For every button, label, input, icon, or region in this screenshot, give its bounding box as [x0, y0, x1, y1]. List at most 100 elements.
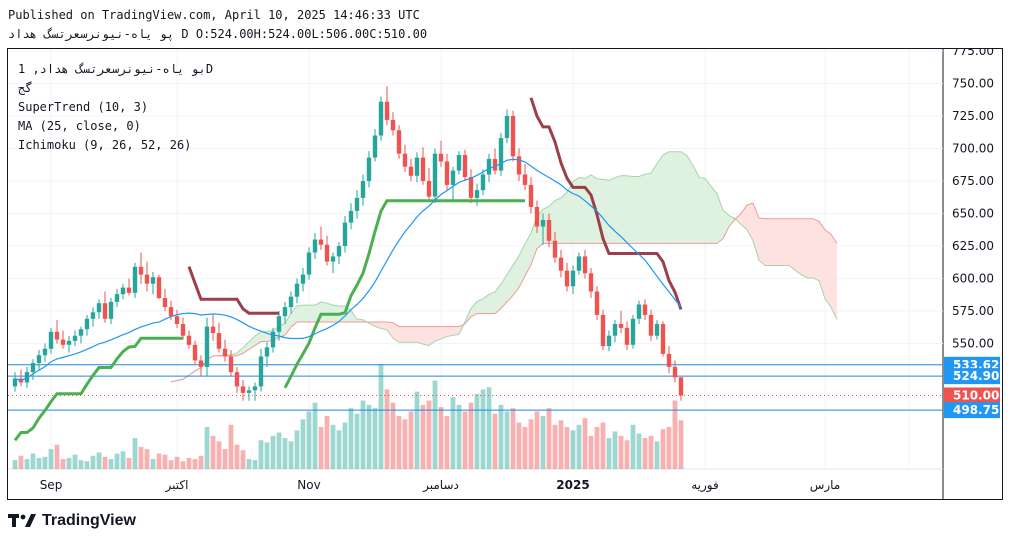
supertrend-segment	[13, 336, 183, 442]
volume-bar	[504, 411, 510, 469]
cloud-segment	[651, 163, 657, 244]
candle-body	[642, 304, 648, 315]
volume-bar	[360, 400, 366, 469]
ma-line	[14, 158, 682, 382]
ohlc-close: C:510.00	[369, 27, 428, 41]
candle-body	[678, 377, 684, 396]
candle-body	[534, 207, 540, 227]
candle-body	[468, 177, 474, 198]
candle-body	[648, 314, 654, 336]
candle-body	[60, 339, 66, 345]
candle-body	[486, 158, 492, 175]
volume-bar	[678, 420, 684, 469]
cloud-segment	[795, 218, 801, 275]
price-label-text: 524.90	[953, 369, 999, 383]
candle-body	[492, 158, 498, 171]
volume-bar	[372, 408, 378, 469]
legend-ma[interactable]: MA (25, close, 0)	[18, 119, 141, 133]
candle-body	[168, 307, 174, 317]
cloud-segment	[381, 322, 387, 330]
tradingview-logo[interactable]: TradingView	[8, 512, 136, 530]
volume-bar	[426, 400, 432, 469]
time-tick-label: Sep	[40, 478, 63, 492]
cloud-segment	[783, 218, 789, 266]
volume-bar	[24, 459, 30, 469]
cloud-segment	[687, 155, 693, 244]
chart-grid	[8, 49, 944, 499]
cloud-segment	[411, 326, 417, 343]
cloud-segment	[633, 176, 639, 244]
volume-bar	[612, 431, 618, 469]
chart-legend: بو یاه-نیونرسعرتسگ هداد, 1D گج SuperTren…	[18, 62, 213, 152]
candle-body	[198, 360, 204, 367]
volume-bar	[540, 415, 546, 469]
candle-body	[372, 135, 378, 158]
candle-body	[564, 270, 570, 287]
candle-body	[108, 301, 114, 319]
time-tick-label: فوریه	[691, 478, 719, 493]
candle-body	[210, 326, 216, 334]
candle-body	[204, 326, 210, 367]
candle-body	[606, 335, 612, 347]
chart-panel[interactable]: 775.00 750.00 725.00 700.00 675.00 650.00 625.…	[7, 48, 1003, 500]
time-axis[interactable]: Sep اکتبر Nov دسامبر 2025 فوریه مارس	[40, 478, 841, 493]
volume-bar	[174, 456, 180, 469]
candle-body	[546, 220, 552, 241]
cloud-segment	[759, 218, 765, 266]
volume-bar	[240, 450, 246, 469]
senkou-span-a	[170, 151, 838, 383]
cloud-segment	[753, 203, 759, 261]
price-axis[interactable]: 775.00 750.00 725.00 700.00 675.00 650.00 625.…	[944, 49, 1000, 419]
volume-bar	[516, 422, 522, 469]
ohlc-open: O:524.00	[195, 27, 254, 41]
candle-body	[618, 324, 624, 328]
candle-body	[390, 119, 396, 131]
candle-body	[624, 327, 630, 345]
volume-bar	[66, 457, 72, 469]
cloud-segment	[513, 255, 519, 296]
price-label-text: 510.00	[953, 389, 999, 403]
volume-bar	[276, 432, 282, 469]
candle-body	[612, 324, 618, 336]
candle-body	[552, 240, 558, 258]
candle-body	[396, 130, 402, 154]
price-tick-label: 650.00	[952, 207, 994, 221]
candle-body	[174, 316, 180, 324]
candle-body	[456, 155, 462, 171]
candle-body	[84, 318, 90, 330]
volume-bar	[570, 430, 576, 469]
candle-body	[252, 386, 258, 391]
volume-bar	[330, 424, 336, 469]
candle-body	[138, 266, 144, 275]
cloud-segment	[525, 233, 531, 276]
candle-body	[102, 303, 108, 319]
volume-bar	[384, 389, 390, 469]
time-tick-label: 2025	[556, 478, 589, 492]
volume-bar	[72, 454, 78, 469]
volume-bar	[162, 454, 168, 469]
candle-body	[582, 256, 588, 274]
volume-bar	[78, 460, 84, 469]
volume-bar	[396, 415, 402, 469]
volume-bar	[480, 389, 486, 469]
cloud-segment	[711, 186, 717, 244]
cloud-segment	[819, 221, 825, 299]
volume-bar	[366, 404, 372, 469]
legend-supertrend[interactable]: SuperTrend (10, 3)	[18, 100, 148, 114]
cloud-segment	[519, 244, 525, 288]
volume-bar	[438, 407, 444, 469]
volume-bar	[306, 411, 312, 469]
cloud-segment	[615, 175, 621, 244]
price-label-text: 498.75	[953, 403, 999, 417]
price-chart[interactable]: 775.00 750.00 725.00 700.00 675.00 650.00 625.…	[8, 49, 1002, 499]
candle-body	[378, 101, 384, 136]
cloud-segment	[699, 177, 705, 244]
volume-bar	[552, 424, 558, 469]
candlesticks	[12, 86, 684, 401]
candle-body	[48, 331, 54, 349]
ichimoku-cloud	[170, 151, 838, 383]
cloud-segment	[579, 177, 585, 244]
legend-ichimoku[interactable]: Ichimoku (9, 26, 52, 26)	[18, 138, 191, 152]
cloud-segment	[747, 203, 753, 241]
cloud-segment	[321, 301, 327, 323]
